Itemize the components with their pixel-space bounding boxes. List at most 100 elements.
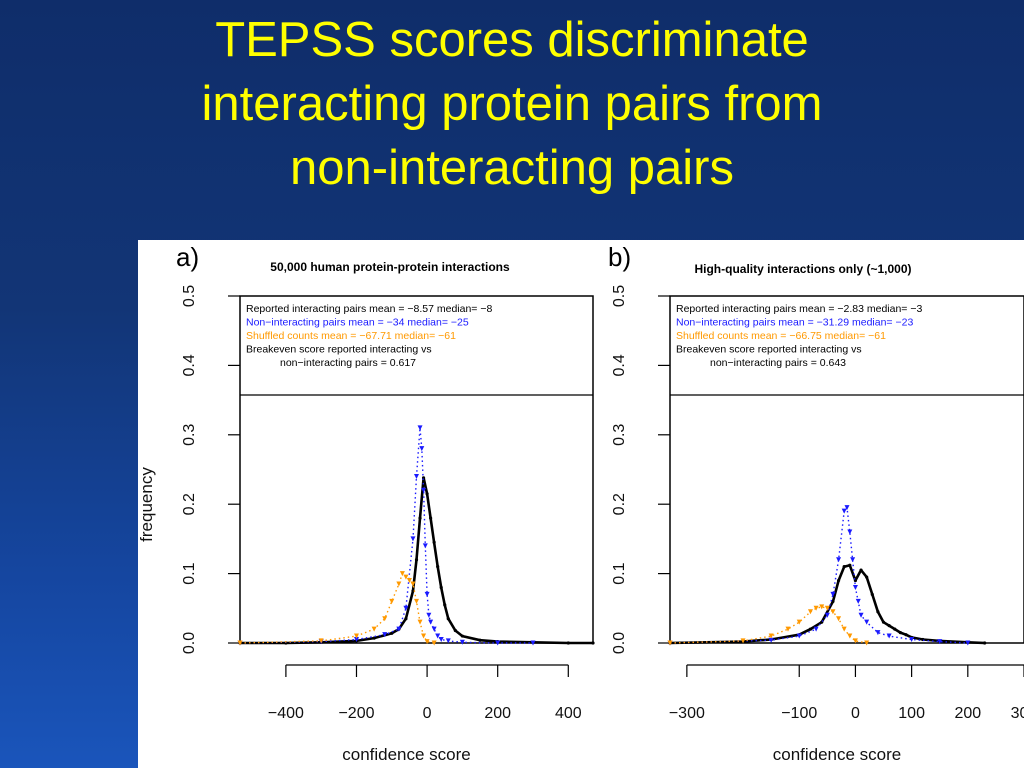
y-tick-label: 0.5 — [181, 285, 198, 307]
data-point — [443, 603, 447, 607]
data-point — [429, 516, 433, 520]
data-point — [431, 640, 437, 646]
data-point — [459, 639, 465, 645]
y-tick-label: 0.0 — [611, 632, 628, 654]
data-point — [937, 639, 943, 645]
y-tick-label: 0.4 — [181, 354, 198, 376]
y-tick-label: 0.3 — [611, 424, 628, 446]
data-point — [389, 598, 395, 604]
data-point — [831, 599, 835, 603]
x-tick-label: −400 — [268, 705, 304, 722]
data-point — [478, 638, 482, 642]
data-point — [796, 619, 802, 625]
data-point — [411, 589, 415, 593]
data-point — [830, 609, 836, 615]
data-point — [414, 558, 419, 562]
legend-entry: Shuffled counts mean = −66.75 median= −6… — [676, 330, 886, 342]
legend-entry: non−interacting pairs = 0.643 — [710, 357, 846, 369]
data-point — [876, 610, 880, 614]
legend-entry: Breakeven score reported interacting vs — [246, 344, 432, 356]
data-point — [425, 492, 429, 496]
data-point — [824, 612, 830, 618]
data-point — [453, 628, 457, 633]
data-point — [417, 425, 423, 431]
x-tick-label: 200 — [484, 705, 511, 722]
data-point — [410, 536, 416, 542]
data-point — [768, 637, 774, 643]
data-point — [852, 584, 858, 590]
slide-title-line-3: non-interacting pairs — [290, 141, 734, 195]
data-point — [435, 633, 441, 639]
data-point — [898, 630, 902, 635]
data-point — [824, 605, 830, 611]
slide-title: TEPSS scores discriminate interacting pr… — [0, 8, 1024, 200]
y-tick-label: 0.0 — [181, 632, 198, 654]
data-point — [460, 634, 464, 638]
x-tick-label: 300 — [1011, 705, 1024, 722]
data-point — [886, 633, 892, 639]
data-point — [424, 591, 430, 597]
data-point — [850, 557, 856, 563]
slide-title-line-2: interacting protein pairs from — [201, 77, 823, 131]
y-tick-label: 0.2 — [611, 493, 628, 515]
x-tick-label: 400 — [555, 705, 582, 722]
panel-label: b) — [608, 242, 631, 272]
data-point — [353, 633, 359, 639]
data-point — [399, 571, 405, 577]
data-point — [396, 581, 402, 587]
data-point — [807, 609, 813, 615]
data-point — [875, 630, 881, 636]
data-point — [403, 574, 409, 580]
chart-title: 50,000 human protein-protein interaction… — [270, 260, 510, 274]
x-tick-label: 100 — [898, 705, 925, 722]
y-tick-label: 0.2 — [181, 493, 198, 515]
data-point — [372, 636, 376, 640]
y-tick-label: 0.1 — [611, 562, 628, 584]
legend-entry: Breakeven score reported interacting vs — [676, 344, 862, 356]
data-point — [855, 598, 861, 604]
data-point — [785, 626, 791, 632]
data-point — [353, 637, 359, 643]
data-point — [813, 605, 819, 611]
x-tick-label: −300 — [669, 705, 705, 722]
data-point — [893, 627, 897, 631]
data-point — [382, 632, 388, 638]
data-point — [426, 612, 432, 618]
x-tick-label: −200 — [338, 705, 374, 722]
data-point — [495, 640, 501, 646]
legend-entry: Non−interacting pairs mean = −34 median=… — [246, 317, 469, 329]
data-point — [667, 640, 673, 646]
data-point — [237, 640, 243, 646]
series-line — [239, 572, 435, 644]
series-line — [239, 427, 533, 644]
figure-panel: a) 50,000 human protein-protein interacti… — [138, 240, 1024, 768]
slide-title-line-1: TEPSS scores discriminate — [215, 13, 809, 67]
y-axis-label: frequency — [138, 467, 156, 542]
y-tick-label: 0.5 — [611, 285, 628, 307]
figure-svg: a) 50,000 human protein-protein interacti… — [138, 242, 1024, 764]
data-point — [842, 565, 846, 569]
data-point — [813, 626, 819, 632]
data-point — [566, 641, 570, 645]
data-point — [436, 565, 440, 569]
data-point — [859, 568, 863, 572]
data-point — [419, 446, 425, 452]
data-point — [819, 604, 825, 610]
data-point — [371, 626, 377, 632]
data-point — [852, 638, 858, 644]
data-point — [844, 505, 850, 511]
data-point — [424, 639, 430, 645]
chart-title: High-quality interactions only (~1,000) — [694, 262, 911, 276]
data-point — [830, 591, 836, 597]
data-point — [836, 578, 841, 583]
data-point — [836, 616, 842, 622]
legend-entry: Non−interacting pairs mean = −31.29 medi… — [676, 317, 913, 329]
data-point — [768, 633, 774, 639]
data-point — [418, 516, 422, 520]
data-point — [438, 637, 444, 643]
series-line — [669, 606, 867, 644]
data-point — [432, 540, 436, 544]
data-point — [965, 640, 971, 646]
legend-entry: non−interacting pairs = 0.617 — [280, 357, 416, 369]
plot-box — [239, 295, 594, 644]
